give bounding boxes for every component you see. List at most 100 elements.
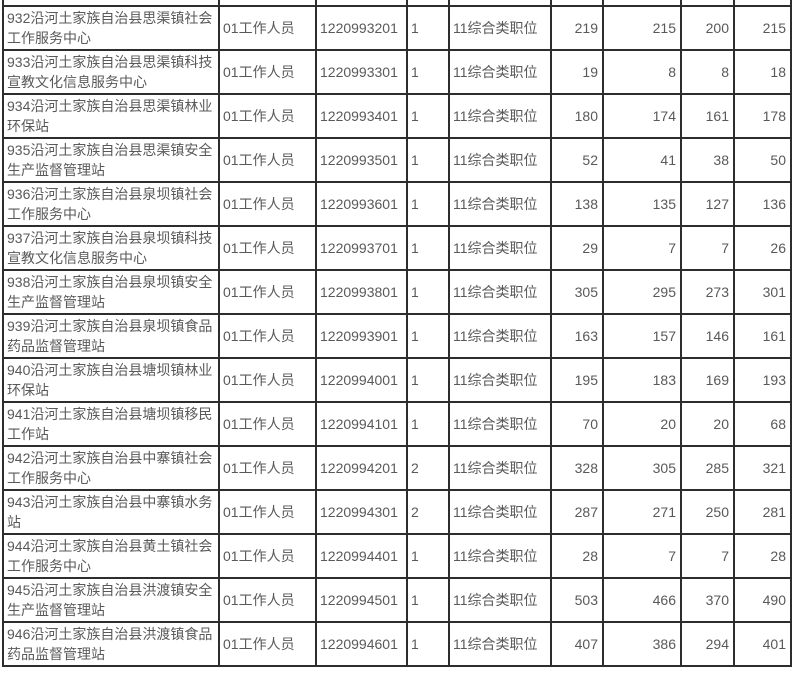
position-name-cell: 937沿河土家族自治县泉坝镇科技宣教文化信息服务中心 [2, 225, 220, 271]
stat-1-cell: 70 [550, 401, 604, 447]
post-title-cell: 01工作人员 [218, 5, 317, 51]
position-name-cell: 935沿河土家族自治县思渠镇安全生产监督管理站 [2, 137, 220, 183]
table-row: 933沿河土家族自治县思渠镇科技宣教文化信息服务中心 01工作人员 12209933… [2, 49, 792, 95]
stat-1-cell: 163 [550, 313, 604, 359]
stat-3-cell: 200 [680, 5, 735, 51]
position-code-cell: 1220994201 [315, 445, 408, 491]
stat-3-cell: 294 [680, 621, 735, 667]
stat-1-cell: 28 [550, 533, 604, 579]
stat-1-cell: 407 [550, 621, 604, 667]
position-category-cell: 11综合类职位 [448, 445, 552, 491]
position-category-cell: 11综合类职位 [448, 137, 552, 183]
table-row: 938沿河土家族自治县泉坝镇安全生产监督管理站 01工作人员 1220993801 1… [2, 269, 792, 315]
stat-1-cell: 29 [550, 225, 604, 271]
table-row: 941沿河土家族自治县塘坝镇移民工作站 01工作人员 1220994101 1 11综合… [2, 401, 792, 447]
stat-2-cell: 135 [602, 181, 682, 227]
stat-3-cell: 285 [680, 445, 735, 491]
post-title-cell: 01工作人员 [218, 137, 317, 183]
empty-cell [733, 0, 792, 7]
recruit-count-cell: 1 [406, 269, 450, 315]
post-title-cell: 01工作人员 [218, 93, 317, 139]
position-category-cell: 11综合类职位 [448, 225, 552, 271]
empty-cell [602, 0, 682, 7]
stat-3-cell: 8 [680, 49, 735, 95]
post-title-cell: 01工作人员 [218, 401, 317, 447]
position-name-cell: 933沿河土家族自治县思渠镇科技宣教文化信息服务中心 [2, 49, 220, 95]
post-title-cell: 01工作人员 [218, 49, 317, 95]
stat-3-cell: 127 [680, 181, 735, 227]
stat-3-cell: 7 [680, 533, 735, 579]
empty-cell [448, 0, 552, 7]
post-title-cell: 01工作人员 [218, 225, 317, 271]
stat-3-cell: 161 [680, 93, 735, 139]
position-category-cell: 11综合类职位 [448, 489, 552, 535]
stat-4-cell: 26 [733, 225, 792, 271]
stat-4-cell: 178 [733, 93, 792, 139]
recruit-count-cell: 1 [406, 533, 450, 579]
stat-4-cell: 18 [733, 49, 792, 95]
position-code-cell: 1220993201 [315, 5, 408, 51]
position-name-cell: 945沿河土家族自治县洪渡镇安全生产监督管理站 [2, 577, 220, 623]
stat-4-cell: 161 [733, 313, 792, 359]
recruit-count-cell: 1 [406, 313, 450, 359]
post-title-cell: 01工作人员 [218, 445, 317, 491]
empty-cell [315, 0, 408, 7]
empty-cell [2, 0, 220, 7]
position-code-cell: 1220993901 [315, 313, 408, 359]
recruit-count-cell: 1 [406, 93, 450, 139]
empty-cell [680, 0, 735, 7]
position-category-cell: 11综合类职位 [448, 401, 552, 447]
recruit-count-cell: 1 [406, 577, 450, 623]
position-name-cell: 940沿河土家族自治县塘坝镇林业环保站 [2, 357, 220, 403]
table-row: 937沿河土家族自治县泉坝镇科技宣教文化信息服务中心 01工作人员 12209937… [2, 225, 792, 271]
table-row: 944沿河土家族自治县黄土镇社会工作服务中心 01工作人员 1220994401 1 1… [2, 533, 792, 579]
stat-4-cell: 28 [733, 533, 792, 579]
stat-4-cell: 50 [733, 137, 792, 183]
position-name-cell: 944沿河土家族自治县黄土镇社会工作服务中心 [2, 533, 220, 579]
position-name-cell: 934沿河土家族自治县思渠镇林业环保站 [2, 93, 220, 139]
stat-2-cell: 174 [602, 93, 682, 139]
position-code-cell: 1220994301 [315, 489, 408, 535]
post-title-cell: 01工作人员 [218, 577, 317, 623]
stat-4-cell: 321 [733, 445, 792, 491]
stat-2-cell: 41 [602, 137, 682, 183]
position-code-cell: 1220994101 [315, 401, 408, 447]
position-code-cell: 1220993601 [315, 181, 408, 227]
stat-1-cell: 503 [550, 577, 604, 623]
empty-cell [218, 0, 317, 7]
position-category-cell: 11综合类职位 [448, 577, 552, 623]
stat-4-cell: 281 [733, 489, 792, 535]
stat-1-cell: 219 [550, 5, 604, 51]
position-name-cell: 946沿河土家族自治县洪渡镇食品药品监督管理站 [2, 621, 220, 667]
stat-1-cell: 138 [550, 181, 604, 227]
position-code-cell: 1220993501 [315, 137, 408, 183]
table-row: 932沿河土家族自治县思渠镇社会工作服务中心 01工作人员 1220993201 1 1… [2, 5, 792, 51]
post-title-cell: 01工作人员 [218, 357, 317, 403]
stat-4-cell: 490 [733, 577, 792, 623]
recruit-count-cell: 1 [406, 137, 450, 183]
table-row: 936沿河土家族自治县泉坝镇社会工作服务中心 01工作人员 1220993601 1 1… [2, 181, 792, 227]
stat-3-cell: 370 [680, 577, 735, 623]
post-title-cell: 01工作人员 [218, 313, 317, 359]
stat-1-cell: 180 [550, 93, 604, 139]
stat-1-cell: 52 [550, 137, 604, 183]
position-name-cell: 942沿河土家族自治县中寨镇社会工作服务中心 [2, 445, 220, 491]
recruit-count-cell: 1 [406, 49, 450, 95]
position-category-cell: 11综合类职位 [448, 269, 552, 315]
table-row: 943沿河土家族自治县中寨镇水务站 01工作人员 1220994301 2 11综合类职… [2, 489, 792, 535]
stat-4-cell: 136 [733, 181, 792, 227]
position-name-cell: 938沿河土家族自治县泉坝镇安全生产监督管理站 [2, 269, 220, 315]
recruit-count-cell: 1 [406, 181, 450, 227]
recruit-count-cell: 1 [406, 357, 450, 403]
position-code-cell: 1220993801 [315, 269, 408, 315]
position-name-cell: 936沿河土家族自治县泉坝镇社会工作服务中心 [2, 181, 220, 227]
partial-top-row [2, 0, 792, 7]
stat-2-cell: 466 [602, 577, 682, 623]
position-category-cell: 11综合类职位 [448, 357, 552, 403]
position-name-cell: 932沿河土家族自治县思渠镇社会工作服务中心 [2, 5, 220, 51]
table-row: 946沿河土家族自治县洪渡镇食品药品监督管理站 01工作人员 1220994601 1… [2, 621, 792, 667]
stat-2-cell: 157 [602, 313, 682, 359]
position-code-cell: 1220993401 [315, 93, 408, 139]
position-code-cell: 1220994501 [315, 577, 408, 623]
table-row: 942沿河土家族自治县中寨镇社会工作服务中心 01工作人员 1220994201 2 1… [2, 445, 792, 491]
